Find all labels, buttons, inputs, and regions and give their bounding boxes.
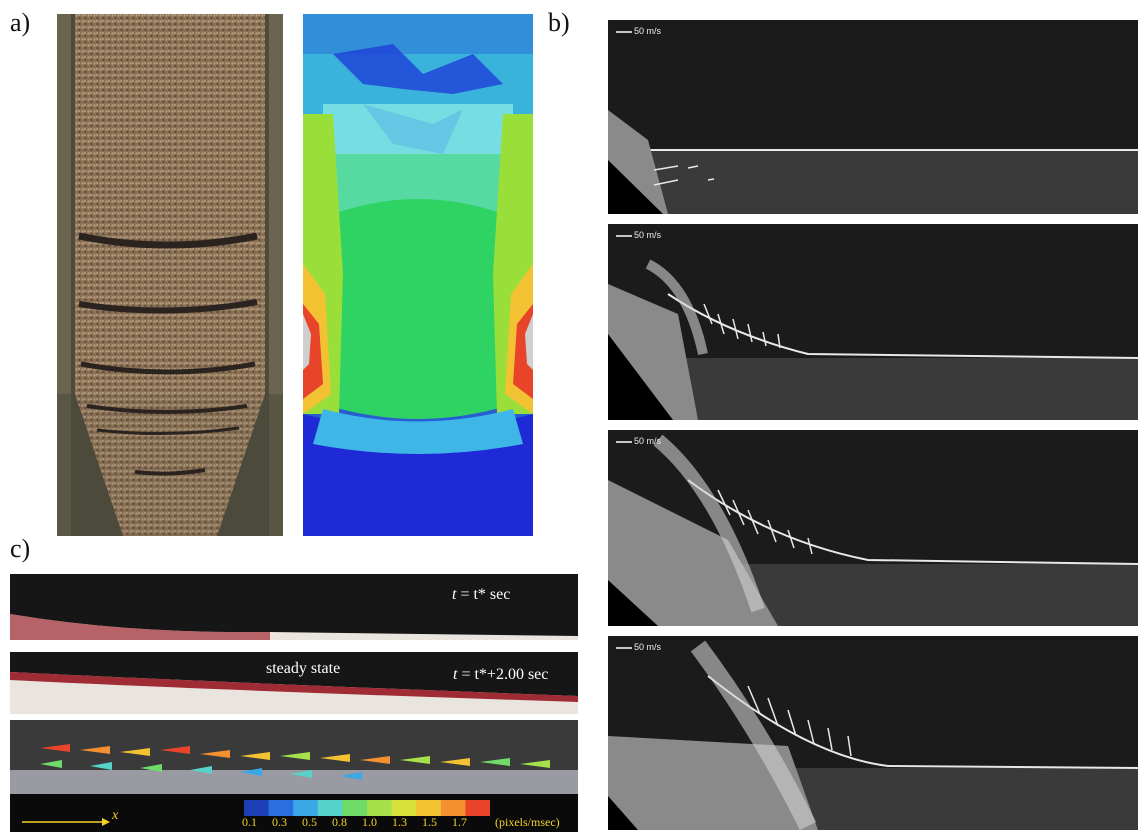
x-axis-label: x [112, 808, 119, 823]
strip2-time-text: = t*+2.00 sec [457, 666, 549, 683]
strip1-time-text: = t* sec [456, 586, 511, 603]
colorbar-tick: 1.7 [452, 815, 467, 829]
piv-frame-4 [608, 636, 1139, 831]
colorbar-segment [317, 800, 343, 816]
piv-frame-1 [608, 20, 1138, 214]
colorbar-unit-label: (pixels/msec) [495, 815, 560, 829]
panel-label-a: a) [10, 8, 31, 37]
flow-strip-1 [10, 574, 578, 640]
colorbar-tick: 0.3 [272, 815, 287, 829]
colorbar-tick: 0.1 [242, 815, 257, 829]
scale-label-1: 50 m/s [634, 26, 662, 36]
colorbar-segment [244, 800, 270, 816]
scale-label-2: 50 m/s [634, 230, 662, 240]
silo-photograph [57, 14, 283, 536]
strip2-time-variable: t [453, 666, 458, 683]
piv-frame-2 [608, 224, 1139, 420]
colorbar-tick: 1.0 [362, 815, 377, 829]
velocity-colorbar [244, 800, 491, 816]
colorbar-segment [391, 800, 417, 816]
colorbar-tick: 0.8 [332, 815, 347, 829]
panel-label-b: b) [548, 8, 570, 37]
strip1-time-variable: t [452, 586, 457, 603]
colorbar-segment [465, 800, 491, 816]
strip2-time-label: t = t*+2.00 sec [453, 666, 548, 684]
colorbar-segment [440, 800, 466, 816]
colorbar-tick: 1.3 [392, 815, 407, 829]
colorbar-segment [293, 800, 319, 816]
strip1-time-label: t = t* sec [452, 586, 510, 604]
colorbar-segment [268, 800, 294, 816]
velocity-contour-map [303, 14, 533, 536]
colorbar-tick: 1.5 [422, 815, 437, 829]
x-axis-arrow [22, 814, 110, 826]
colorbar-segment [367, 800, 393, 816]
colorbar-ticks: 0.1 0.3 0.5 0.8 1.0 1.3 1.5 1.7 [238, 815, 498, 831]
colorbar-segment [416, 800, 442, 816]
scale-label-4: 50 m/s [634, 642, 662, 652]
scale-label-3: 50 m/s [634, 436, 662, 446]
steady-state-label: steady state [266, 660, 341, 677]
piv-frame-3 [608, 430, 1139, 626]
colorbar-segment [342, 800, 368, 816]
flow-strip-2 [10, 652, 578, 714]
colorbar-tick: 0.5 [302, 815, 317, 829]
panel-label-c: c) [10, 534, 31, 563]
